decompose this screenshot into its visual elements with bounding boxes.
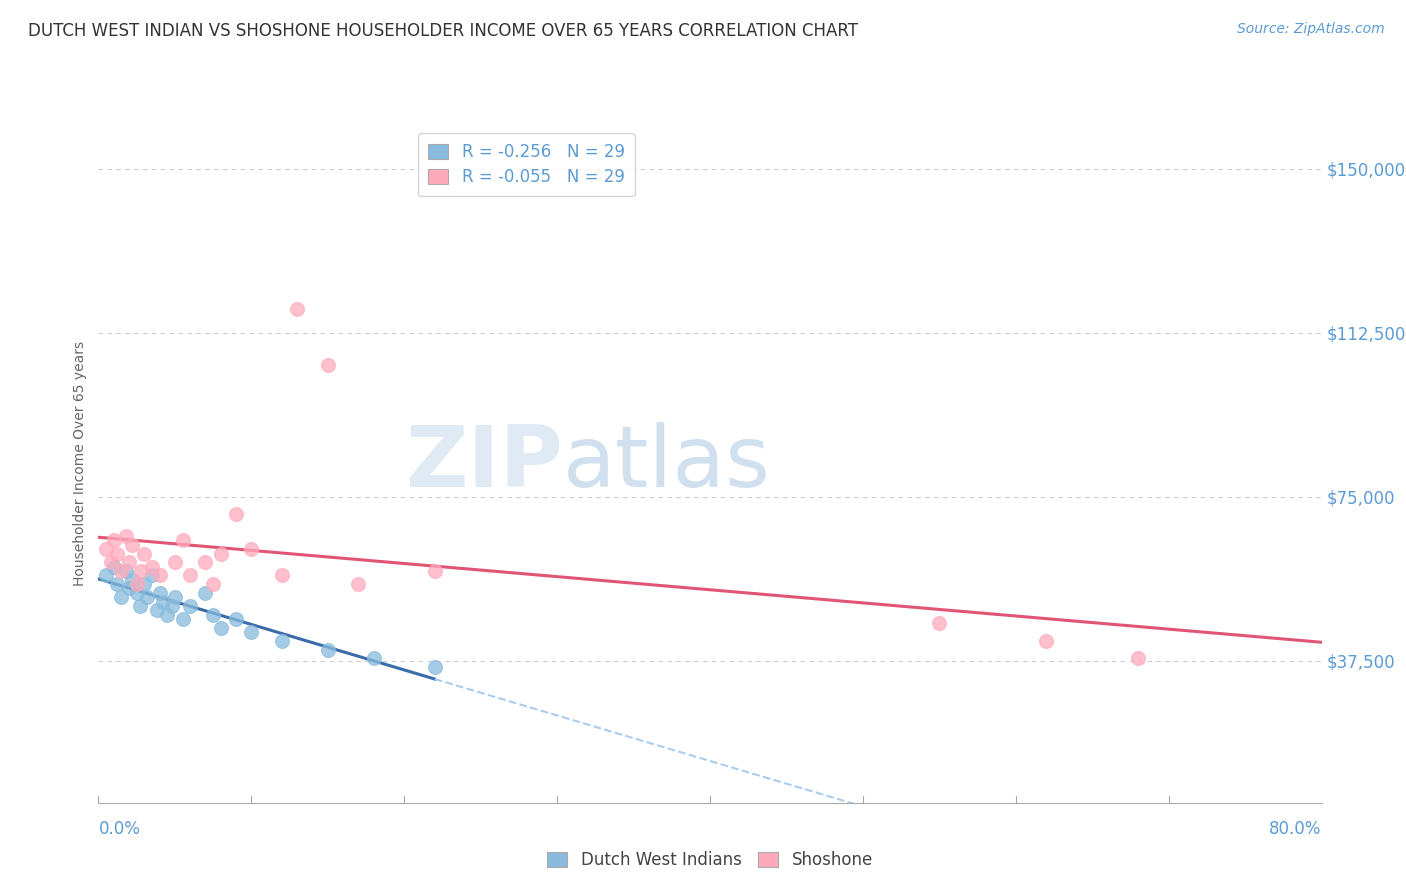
Y-axis label: Householder Income Over 65 years: Householder Income Over 65 years [73, 342, 87, 586]
Point [202, 577, 225, 591]
Point [194, 555, 217, 569]
Point [928, 616, 950, 631]
Point [209, 621, 232, 635]
Point [103, 533, 125, 548]
Point [141, 559, 163, 574]
Point [316, 359, 339, 373]
Point [103, 559, 125, 574]
Text: DUTCH WEST INDIAN VS SHOSHONE HOUSEHOLDER INCOME OVER 65 YEARS CORRELATION CHART: DUTCH WEST INDIAN VS SHOSHONE HOUSEHOLDE… [28, 22, 858, 40]
Point [270, 634, 292, 648]
Point [240, 542, 263, 557]
Point [172, 612, 194, 626]
Point [423, 660, 446, 674]
Point [163, 555, 186, 569]
Point [363, 651, 385, 665]
Point [179, 568, 201, 582]
Point [160, 599, 183, 613]
Point [285, 301, 308, 316]
Text: Source: ZipAtlas.com: Source: ZipAtlas.com [1237, 22, 1385, 37]
Point [179, 599, 201, 613]
Point [1128, 651, 1150, 665]
Point [141, 568, 163, 582]
Text: atlas: atlas [564, 422, 772, 506]
Point [105, 577, 128, 591]
Point [94, 568, 117, 582]
Point [110, 591, 132, 605]
Point [94, 542, 117, 557]
Point [121, 573, 143, 587]
Point [118, 555, 141, 569]
Point [156, 607, 179, 622]
Point [118, 582, 141, 596]
Point [225, 612, 247, 626]
Point [115, 564, 138, 578]
Point [202, 607, 225, 622]
Text: ZIP: ZIP [405, 422, 564, 506]
Point [149, 568, 172, 582]
Point [129, 564, 152, 578]
Legend: Dutch West Indians, Shoshone: Dutch West Indians, Shoshone [541, 845, 879, 876]
Text: 0.0%: 0.0% [98, 821, 141, 838]
Point [194, 586, 217, 600]
Text: 80.0%: 80.0% [1270, 821, 1322, 838]
Point [423, 564, 446, 578]
Point [134, 547, 156, 561]
Point [149, 586, 172, 600]
Point [136, 591, 159, 605]
Point [163, 591, 186, 605]
Point [152, 594, 174, 608]
Point [134, 577, 156, 591]
Point [110, 564, 132, 578]
Point [209, 547, 232, 561]
Point [115, 529, 138, 543]
Point [125, 586, 148, 600]
Point [347, 577, 370, 591]
Point [100, 555, 122, 569]
Point [172, 533, 194, 548]
Point [121, 538, 143, 552]
Point [125, 577, 148, 591]
Point [240, 625, 263, 640]
Point [316, 642, 339, 657]
Point [128, 599, 150, 613]
Point [225, 507, 247, 521]
Point [270, 568, 292, 582]
Point [145, 603, 167, 617]
Point [1035, 634, 1057, 648]
Point [105, 547, 128, 561]
